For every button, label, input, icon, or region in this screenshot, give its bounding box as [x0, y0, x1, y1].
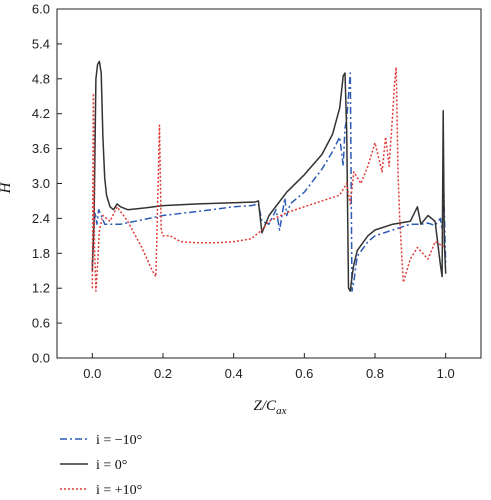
y-tick-label: 1.8: [32, 246, 50, 261]
x-axis-title-main: Z/C: [254, 398, 278, 414]
y-tick-label: 2.4: [32, 211, 50, 226]
x-tick-label: 0.0: [83, 366, 101, 381]
y-tick-label: 0.0: [32, 351, 50, 366]
y-tick-label: 3.6: [32, 141, 50, 156]
series-line-2: [91, 60, 447, 292]
x-tick-label: 0.8: [366, 366, 384, 381]
y-axis: 0.0 0.6 1.2 1.8 2.4 3.0 3.6 4.2 4.8 5.4 6.0: [32, 2, 62, 366]
legend-label-series-1: i = −10°: [96, 433, 142, 448]
series-line-1: [91, 72, 447, 292]
y-axis-title: H: [0, 181, 14, 194]
x-tick-label: 0.6: [295, 366, 313, 381]
legend-item-series-2: i = 0°: [60, 458, 127, 473]
legend-label-series-3: i = +10°: [96, 483, 142, 498]
plot-frame: [56, 8, 482, 359]
y-tick-label: 1.2: [32, 281, 50, 296]
x-axis-title: Z/Cax: [254, 398, 287, 417]
x-tick-label: 0.2: [154, 366, 172, 381]
series-line-3: [91, 66, 447, 292]
legend-item-series-3: i = +10°: [60, 483, 142, 498]
y-tick-label: 0.6: [32, 316, 50, 331]
x-tick-label: 1.0: [437, 366, 455, 381]
legend: i = −10° i = 0° i = +10°: [60, 433, 142, 498]
x-axis: 0.0 0.2 0.4 0.6 0.8 1.0: [83, 353, 455, 381]
x-tick-label: 0.4: [225, 366, 243, 381]
y-tick-label: 4.2: [32, 106, 50, 121]
series-layer: [91, 60, 447, 292]
y-tick-label: 6.0: [32, 2, 50, 17]
x-axis-title-subscript: ax: [276, 405, 287, 417]
y-tick-label: 3.0: [32, 176, 50, 191]
legend-item-series-1: i = −10°: [60, 433, 142, 448]
y-tick-label: 4.8: [32, 71, 50, 86]
legend-label-series-2: i = 0°: [96, 458, 127, 473]
y-tick-label: 5.4: [32, 36, 50, 51]
